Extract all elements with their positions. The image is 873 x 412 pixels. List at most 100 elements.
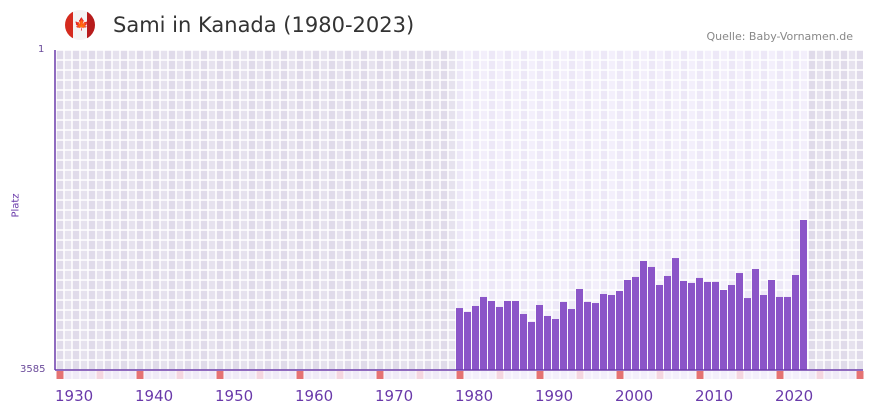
year-marker xyxy=(664,371,672,379)
year-marker xyxy=(496,371,504,379)
year-marker xyxy=(72,371,80,379)
year-marker xyxy=(192,371,200,379)
year-marker xyxy=(800,371,808,379)
year-marker xyxy=(696,371,704,379)
year-marker xyxy=(112,371,120,379)
year-marker xyxy=(832,371,840,379)
bar-1995 xyxy=(576,289,583,370)
bar-1983 xyxy=(480,296,487,370)
x-tick-label: 1980 xyxy=(455,387,493,405)
source-link[interactable]: Quelle: Baby-Vornamen.de xyxy=(706,30,853,43)
year-marker xyxy=(552,371,560,379)
bar-1996 xyxy=(584,301,591,370)
year-marker xyxy=(656,371,664,379)
year-marker xyxy=(808,371,816,379)
year-marker xyxy=(504,371,512,379)
x-tick-label: 2010 xyxy=(695,387,733,405)
year-marker xyxy=(184,371,192,379)
year-marker xyxy=(856,371,864,379)
year-marker xyxy=(512,371,520,379)
year-marker xyxy=(96,371,104,379)
year-marker xyxy=(120,371,128,379)
year-marker xyxy=(376,371,384,379)
year-marker xyxy=(88,371,96,379)
year-marker xyxy=(336,371,344,379)
year-marker xyxy=(368,371,376,379)
year-marker xyxy=(400,371,408,379)
year-marker xyxy=(528,371,536,379)
year-marker xyxy=(840,371,848,379)
year-marker xyxy=(216,371,224,379)
year-marker xyxy=(360,371,368,379)
year-marker xyxy=(200,371,208,379)
bar-1986 xyxy=(504,300,511,370)
bar-2017 xyxy=(752,269,759,370)
bar-1988 xyxy=(520,314,527,370)
year-marker xyxy=(536,371,544,379)
year-marker xyxy=(752,371,760,379)
year-marker xyxy=(744,371,752,379)
year-marker xyxy=(568,371,576,379)
bar-1993 xyxy=(560,301,567,370)
year-marker xyxy=(760,371,768,379)
x-tick-label: 1960 xyxy=(295,387,333,405)
year-marker xyxy=(816,371,824,379)
year-marker xyxy=(592,371,600,379)
bar-2020 xyxy=(776,296,783,370)
x-tick-label: 1930 xyxy=(55,387,93,405)
year-marker xyxy=(296,371,304,379)
year-marker xyxy=(328,371,336,379)
bar-2000 xyxy=(616,290,623,370)
bar-1994 xyxy=(568,309,575,370)
year-marker xyxy=(632,371,640,379)
year-marker xyxy=(264,371,272,379)
bar-2012 xyxy=(712,281,719,370)
canada-flag-icon: 🍁 xyxy=(65,10,95,40)
bar-1981 xyxy=(464,311,471,370)
year-marker xyxy=(440,371,448,379)
year-marker xyxy=(608,371,616,379)
year-marker xyxy=(384,371,392,379)
year-marker xyxy=(488,371,496,379)
year-marker xyxy=(648,371,656,379)
bar-2011 xyxy=(704,281,711,370)
bar-1997 xyxy=(592,303,599,370)
year-marker xyxy=(232,371,240,379)
bar-2007 xyxy=(672,258,679,370)
bar-1987 xyxy=(512,300,519,370)
year-marker xyxy=(624,371,632,379)
year-marker xyxy=(304,371,312,379)
bar-1991 xyxy=(544,315,551,370)
year-marker xyxy=(256,371,264,379)
year-marker xyxy=(560,371,568,379)
y-tick-bottom: 3585 xyxy=(20,364,46,375)
year-marker xyxy=(272,371,280,379)
year-marker xyxy=(464,371,472,379)
year-marker xyxy=(240,371,248,379)
year-marker xyxy=(720,371,728,379)
year-marker xyxy=(792,371,800,379)
x-tick-label: 2020 xyxy=(775,387,813,405)
year-marker xyxy=(128,371,136,379)
year-marker xyxy=(704,371,712,379)
year-marker xyxy=(144,371,152,379)
year-marker xyxy=(392,371,400,379)
x-tick-label: 1990 xyxy=(535,387,573,405)
bar-2003 xyxy=(640,260,647,370)
bar-2019 xyxy=(768,280,775,370)
year-marker xyxy=(248,371,256,379)
year-marker xyxy=(584,371,592,379)
bar-2010 xyxy=(696,277,703,370)
year-marker xyxy=(688,371,696,379)
year-marker xyxy=(168,371,176,379)
year-marker xyxy=(848,371,856,379)
bar-1985 xyxy=(496,306,503,370)
bar-2014 xyxy=(728,285,735,370)
y-tick-top: 1 xyxy=(38,44,45,55)
year-marker xyxy=(456,371,464,379)
year-marker xyxy=(520,371,528,379)
year-marker xyxy=(280,371,288,379)
year-marker xyxy=(728,371,736,379)
bar-2013 xyxy=(720,290,727,370)
year-marker xyxy=(312,371,320,379)
